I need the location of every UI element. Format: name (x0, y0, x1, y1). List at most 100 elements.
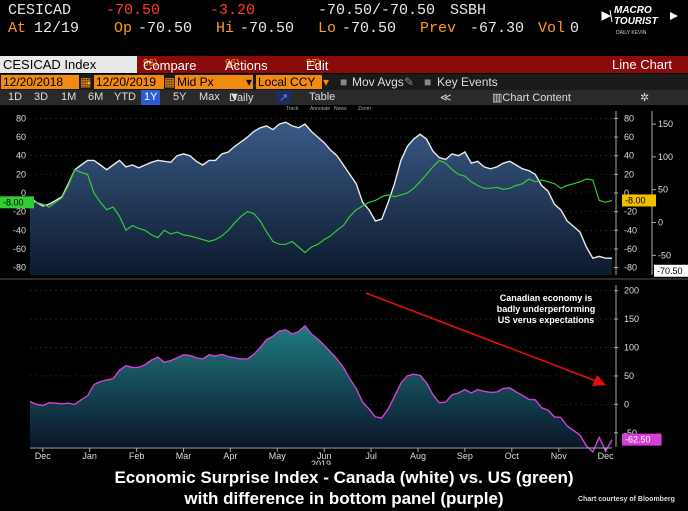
price-source: SSBH (450, 2, 487, 19)
chart-tool-zoom: Zoom (358, 106, 371, 112)
price-field-select[interactable]: Mid Px (175, 75, 253, 89)
x-tick-label: Mar (176, 451, 192, 461)
chart-content-button[interactable]: ▥ Chart Content (492, 92, 571, 104)
right-inner-tick-label: -20 (624, 207, 637, 217)
x-tick-label: Sep (457, 451, 473, 461)
range-1d[interactable]: 1D (8, 91, 23, 103)
mov-avgs-checkbox[interactable]: ■ (340, 75, 348, 89)
chevron-down-icon[interactable]: ▾ (323, 75, 330, 89)
left-tick-label: 40 (16, 151, 26, 161)
start-date-field[interactable]: 12/20/2018 (1, 75, 79, 89)
mov-avgs-label: Mov Avgs (352, 75, 404, 89)
left-tick-label: -40 (13, 225, 26, 235)
line-chart-icon[interactable]: ↗ (276, 91, 292, 104)
quote-row-1: CESICAD -70.50 -3.20 -70.50/-70.50 SSBH (0, 2, 688, 20)
annotation-line-2: badly underperforming (497, 304, 596, 314)
chart-tool-news: News (334, 106, 347, 112)
canada-area (30, 122, 612, 275)
range-5y[interactable]: 5Y (173, 91, 187, 103)
caption-line-1: Economic Surprise Index - Canada (white)… (114, 468, 574, 487)
chart-tool-track: Track (286, 106, 299, 112)
chevron-down-icon[interactable]: ▾ (246, 75, 253, 89)
vol-value: 0 (570, 20, 580, 37)
range-1m[interactable]: 1M (61, 91, 77, 103)
range-ytd[interactable]: YTD (114, 91, 136, 103)
range-bar: 1D 3D 1M 6M YTD 1Y 5Y Max Daily ▼ ↗ Tabl… (0, 90, 688, 105)
x-tick-label: Nov (551, 451, 568, 461)
calendar-icon[interactable]: ▦ (80, 75, 92, 89)
x-tick-label: Jun (317, 451, 332, 461)
left-tick-label: 80 (16, 113, 26, 123)
x-tick-label: May (269, 451, 287, 461)
right-inner-tick-label: -60 (624, 244, 637, 254)
annotation-arrow-shaft (365, 292, 597, 382)
bottom-tick-label: 200 (624, 286, 639, 296)
canada-last-tag: -70.50 (657, 266, 683, 276)
range-1y[interactable]: 1Y (141, 90, 161, 105)
range-3d[interactable]: 3D (34, 91, 49, 103)
us-start-tag-bg (0, 196, 34, 209)
collapse-icon[interactable]: ≪ (440, 92, 452, 104)
key-events-checkbox[interactable]: ■ (424, 75, 432, 89)
key-events-label: Key Events (437, 75, 498, 89)
bottom-tick-label: 0 (624, 399, 629, 409)
logo-line-1: MACRO (614, 5, 652, 16)
bottom-tick-label: -50 (624, 428, 637, 438)
logo-line-3: DAILY KEVIN (616, 30, 647, 36)
right-outer-tick-label: -50 (658, 250, 671, 260)
bottom-tick-label: 50 (624, 371, 634, 381)
us-last-tag: -8.00 (625, 195, 646, 205)
function-toolbar: 96) Compare 96) Actions 97) Edit Line Ch… (0, 56, 688, 73)
right-inner-tick-label: 20 (624, 169, 634, 179)
quote-row-2: At 12/19 Op -70.50 Hi -70.50 Lo -70.50 P… (0, 20, 688, 38)
gear-icon[interactable]: ✲ (640, 92, 650, 104)
security-field[interactable]: CESICAD Index (0, 56, 137, 73)
vol-label: Vol (538, 20, 566, 37)
right-inner-tick-label: -40 (624, 225, 637, 235)
chart-tools: Track Annotate News Zoom (286, 106, 371, 112)
bottom-panel: 200 150 100 50 0 -50-62.50 (29, 285, 662, 454)
actions-number: 96) (225, 58, 240, 69)
ticker-symbol: CESICAD (8, 2, 72, 19)
right-inner-tick-label: 40 (624, 151, 634, 161)
annotation-line-3: US verus expectations (498, 315, 595, 325)
x-tick-label: Jul (365, 451, 377, 461)
low-value: -70.50 (342, 20, 397, 37)
bottom-tick-label: 150 (624, 314, 639, 324)
left-tick-label: -20 (13, 207, 26, 217)
canada-line (29, 121, 612, 260)
left-tick-label: 60 (16, 132, 26, 142)
currency-select[interactable]: Local CCY (256, 75, 322, 89)
open-value: -70.50 (138, 20, 193, 37)
chart-tool-annotate: Annotate (310, 106, 330, 112)
table-button[interactable]: Table (309, 91, 336, 103)
calendar-icon[interactable]: ▦ (164, 75, 176, 89)
end-date-field[interactable]: 12/20/2019 (94, 75, 164, 89)
open-label: Op (114, 20, 133, 37)
x-tick-label: Jan (82, 451, 97, 461)
right-inner-tick-label: -80 (624, 263, 637, 273)
frequency-select[interactable]: Daily ▼ (229, 91, 254, 104)
x-tick-label: Aug (410, 451, 426, 461)
range-6m[interactable]: 6M (88, 91, 104, 103)
quote-date: 12/19 (34, 20, 80, 37)
net-change: -3.20 (210, 2, 256, 19)
edit-number: 97) (306, 58, 321, 69)
range-max[interactable]: Max (199, 91, 220, 103)
left-tick-label: -60 (13, 244, 26, 254)
us-last-tag-bg (622, 194, 656, 207)
compare-label: Compare (143, 58, 197, 73)
frequency-label: Daily (229, 92, 254, 104)
logo-line-2: TOURIST (614, 16, 658, 27)
bottom-tick-label: 100 (624, 343, 639, 353)
pencil-icon[interactable]: ✎ (404, 75, 415, 89)
right-inner-tick-label: 80 (624, 113, 634, 123)
prev-label: Prev (420, 20, 457, 37)
chart-credit: Chart courtesy of Bloomberg (578, 496, 675, 503)
right-outer-tick-label: 0 (658, 218, 663, 228)
difference-last-tag-bg (622, 433, 662, 446)
high-label: Hi (216, 20, 235, 37)
difference-last-tag: -62.50 (625, 435, 651, 445)
